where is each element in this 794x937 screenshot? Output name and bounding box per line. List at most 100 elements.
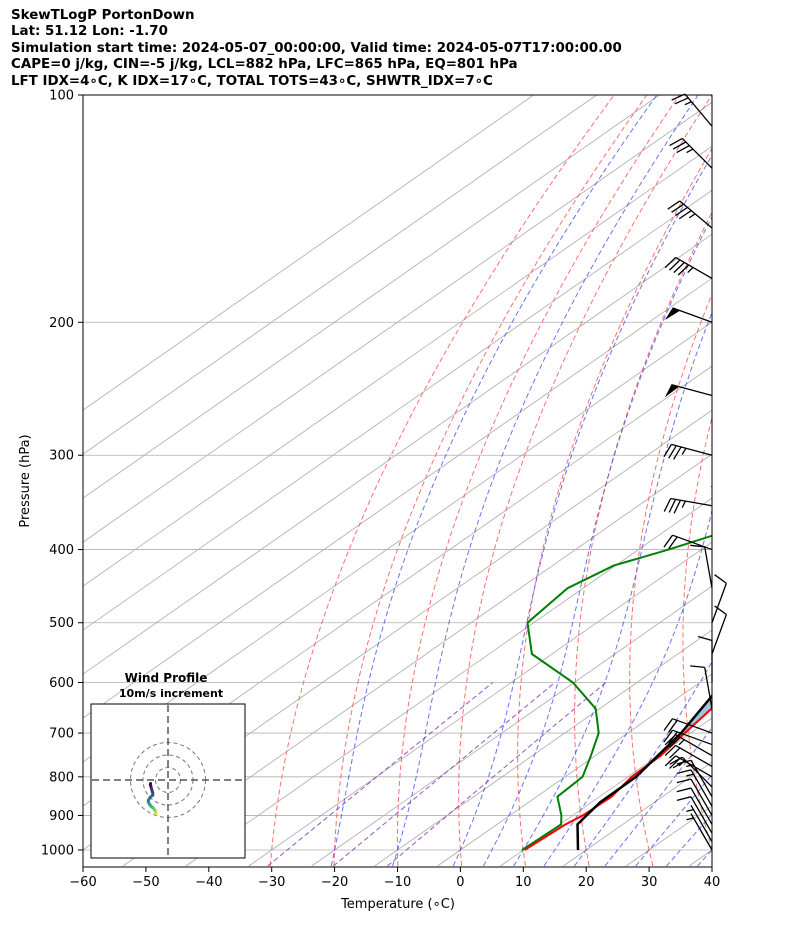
- barb-full: [663, 534, 674, 548]
- y-tick-label: 900: [49, 809, 74, 824]
- axes: −60 −50 −40 −30 −20 −10 0 10 20 30 40 100 200 300 400 5…: [41, 89, 720, 891]
- wind-barb: [667, 200, 713, 229]
- barb-full: [667, 200, 681, 210]
- wind-barb: [664, 256, 713, 280]
- wind-barbs: [663, 93, 727, 851]
- barb-full: [676, 796, 692, 801]
- isotherm-line: [311, 585, 712, 867]
- wind-barb: [686, 805, 713, 843]
- barb-full: [668, 499, 677, 513]
- isotherm-line: [83, 101, 712, 543]
- wind-barb: [663, 534, 713, 551]
- barb-staff: [671, 443, 713, 456]
- x-tick-label: −30: [258, 875, 285, 890]
- moist-adiabat-line: [543, 508, 712, 867]
- y-tick-label: 200: [49, 316, 74, 331]
- moist-adiabat-line: [483, 215, 712, 867]
- dry-adiabat-line: [785, 95, 794, 866]
- barb-half: [686, 148, 694, 154]
- dry-adiabat-line: [735, 95, 794, 866]
- moist-adiabat-line: [330, 95, 658, 867]
- wind-barb: [711, 574, 727, 623]
- wind-barb: [664, 755, 713, 778]
- barb-full: [697, 635, 713, 642]
- barb-full: [664, 257, 677, 269]
- wind-barb: [676, 769, 713, 807]
- barb-full: [676, 778, 692, 784]
- wind-barb: [676, 778, 713, 816]
- isotherm-line: [83, 189, 712, 631]
- x-axis-label: Temperature (∘C): [340, 897, 455, 912]
- barb-flag: [664, 307, 681, 320]
- wind-barb: [664, 307, 713, 323]
- barb-staff: [675, 734, 713, 757]
- time-line: Simulation start time: 2024-05-07_00:00:…: [11, 40, 622, 56]
- plot-title: SkewTLogP PortonDown: [11, 8, 195, 23]
- barb-half: [678, 760, 685, 767]
- isotherm-line: [83, 233, 712, 675]
- moist-adiabat-line: [392, 95, 699, 867]
- y-axis-label: Pressure (hPa): [18, 434, 33, 527]
- barb-full: [676, 787, 692, 793]
- isotherm-line: [122, 453, 712, 867]
- barb-half: [678, 739, 685, 746]
- wind-barb: [671, 93, 713, 127]
- hodograph-plot: [92, 705, 244, 857]
- barb-staff: [670, 497, 713, 507]
- dry-adiabat-line: [682, 415, 712, 852]
- wind-barb: [663, 497, 713, 514]
- y-tick-label: 400: [49, 543, 74, 558]
- y-tick-label: 600: [49, 676, 74, 691]
- barb-half: [684, 101, 692, 106]
- barb-half: [686, 809, 694, 813]
- barb-staff: [690, 787, 713, 825]
- barb-full: [668, 536, 678, 550]
- dry-adiabat-line: [517, 147, 712, 867]
- y-tick-label: 1000: [41, 844, 74, 859]
- barb-full: [668, 731, 678, 745]
- x-tick-label: −40: [195, 875, 222, 890]
- barb-staff: [690, 778, 713, 816]
- barb-full: [673, 262, 685, 274]
- barb-half: [688, 213, 696, 219]
- barb-full: [668, 445, 677, 459]
- moist-adiabat-line: [635, 774, 712, 867]
- isotherm-line: [83, 277, 712, 719]
- barb-full: [714, 574, 727, 584]
- moist-adiabat-line: [574, 660, 712, 867]
- x-tick-label: −20: [321, 875, 348, 890]
- moist-adiabat-line: [666, 813, 712, 867]
- barb-staff: [679, 200, 713, 229]
- mixing-ratio-line: [267, 682, 494, 867]
- barb-half: [686, 817, 694, 821]
- barb-full: [671, 203, 685, 213]
- y-tick-label: 500: [49, 616, 74, 631]
- barb-full: [672, 141, 687, 150]
- barb-full: [664, 744, 677, 757]
- barb-flag: [664, 384, 680, 398]
- barb-staff: [711, 583, 727, 623]
- barb-staff: [681, 138, 713, 169]
- barb-full: [669, 259, 681, 271]
- profiles: [521, 485, 712, 851]
- barb-staff: [704, 667, 713, 709]
- barb-full: [669, 736, 681, 748]
- x-tick-label: −50: [132, 875, 159, 890]
- moist-adiabat-line: [604, 726, 712, 867]
- isotherm-line: [374, 629, 712, 867]
- dry-adiabat-line: [269, 95, 615, 867]
- barb-staff: [672, 718, 713, 734]
- barb-full: [664, 755, 677, 767]
- barb-staff: [675, 256, 713, 280]
- barb-full: [669, 757, 681, 769]
- wind-barb: [664, 744, 713, 767]
- location-line: Lat: 51.12 Lon: -1.70: [11, 24, 168, 40]
- barb-staff: [690, 796, 713, 834]
- barb-staff: [690, 805, 713, 843]
- barb-staff: [672, 729, 713, 746]
- barb-full: [676, 144, 690, 154]
- barb-half: [681, 500, 686, 508]
- hodograph: Wind Profile 10m/s increment: [90, 671, 246, 859]
- plot-header: SkewTLogP PortonDown Lat: 51.12 Lon: -1.…: [11, 8, 622, 90]
- isotherm-line: [185, 497, 712, 867]
